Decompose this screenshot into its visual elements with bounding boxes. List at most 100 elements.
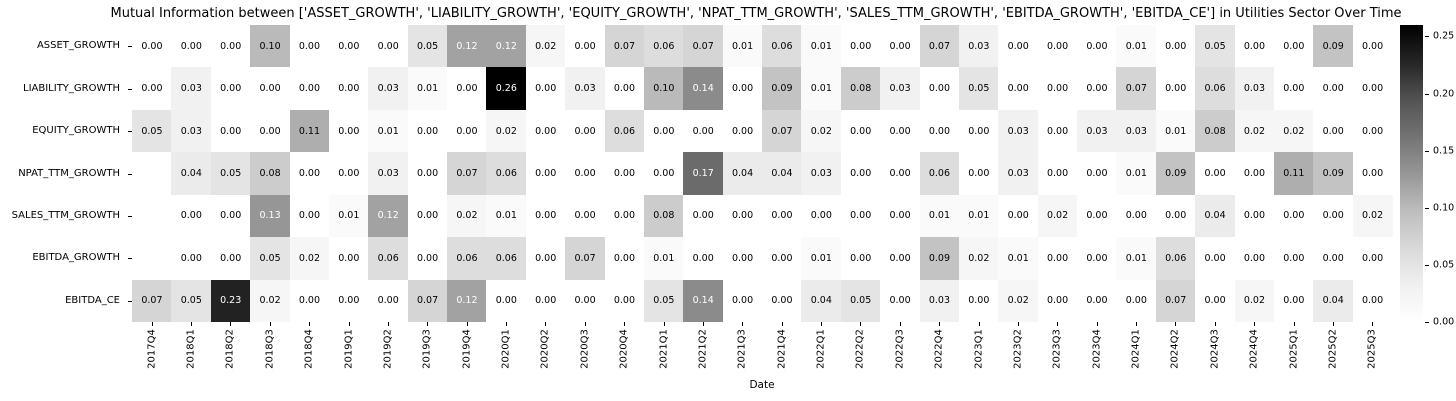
heatmap-cell: 0.00: [1313, 194, 1354, 238]
x-tick-mark: [978, 322, 980, 326]
x-tick-label: 2019Q3: [421, 329, 433, 369]
heatmap-cell: 0.00: [171, 194, 212, 238]
heatmap-cell: 0.01: [722, 25, 763, 68]
x-tick-label: 2023Q1: [973, 329, 985, 369]
heatmap-cell: 0.00: [840, 25, 881, 68]
heatmap-cell: 0.00: [880, 279, 920, 323]
heatmap-cell: 0.11: [1273, 152, 1314, 196]
y-tick-mark: [128, 258, 132, 260]
x-tick-mark: [151, 322, 153, 326]
heatmap-cell: 0.00: [289, 152, 330, 196]
heatmap-cell: 0.10: [643, 67, 684, 111]
heatmap-cell: 0.09: [919, 237, 960, 281]
x-tick-mark: [191, 322, 193, 326]
x-tick-mark: [702, 322, 704, 326]
heatmap-cell: 0.05: [958, 67, 999, 111]
colorbar-tick-label: 0.25: [1433, 30, 1455, 42]
heatmap-cell: 0.00: [762, 194, 802, 238]
heatmap-cell: 0.00: [998, 67, 1039, 111]
x-tick-label: 2018Q4: [303, 329, 315, 369]
y-tick-label: EBITDA_GROWTH: [32, 252, 120, 264]
heatmap-cell: 0.00: [722, 109, 763, 153]
heatmap-cell: 0.03: [998, 152, 1039, 196]
x-tick-label: 2019Q1: [343, 329, 355, 369]
heatmap-cell: 0.03: [565, 67, 605, 111]
heatmap-cell: 0.00: [328, 279, 369, 323]
heatmap-cell: 0.00: [1313, 237, 1354, 281]
x-tick-label: 2020Q4: [618, 329, 630, 369]
heatmap-cell: 0.00: [840, 237, 881, 281]
heatmap-cell: 0.00: [1037, 279, 1078, 323]
heatmap-cell: 0.00: [1077, 279, 1117, 323]
heatmap-cell: 0.00: [1313, 109, 1354, 153]
heatmap-cell: 0.02: [958, 237, 999, 281]
x-tick-mark: [742, 322, 744, 326]
heatmap-cell: 0.00: [1077, 67, 1117, 111]
x-tick-mark: [230, 322, 232, 326]
heatmap-cell: 0.00: [1352, 109, 1393, 153]
heatmap-cell: 0.02: [1273, 109, 1314, 153]
heatmap-cell: 0.00: [840, 109, 881, 153]
heatmap-cell: 0.00: [250, 67, 290, 111]
y-tick-mark: [128, 215, 132, 217]
y-tick-label: ASSET_GROWTH: [36, 40, 120, 52]
heatmap-cell: 0.00: [722, 194, 763, 238]
x-tick-mark: [939, 322, 941, 326]
x-tick-label: 2024Q3: [1209, 329, 1221, 369]
heatmap-cell: 0.02: [447, 194, 487, 238]
heatmap-cell: 0.00: [1234, 237, 1275, 281]
heatmap-cell: 0.08: [250, 152, 290, 196]
heatmap-cell: 0.03: [880, 67, 920, 111]
colorbar-tick-label: 0.00: [1433, 316, 1455, 328]
heatmap-cell: 0.06: [643, 25, 684, 68]
heatmap-cell: 0.00: [132, 25, 172, 68]
heatmap-cell: 0.00: [1155, 67, 1196, 111]
heatmap-cell: 0.03: [368, 152, 409, 196]
x-tick-mark: [860, 322, 862, 326]
heatmap-cell: 0.06: [486, 152, 527, 196]
heatmap-cell: 0.00: [958, 109, 999, 153]
x-tick-label: 2019Q4: [461, 329, 473, 369]
x-tick-label: 2021Q3: [736, 329, 748, 369]
heatmap-cell: 0.00: [998, 25, 1039, 68]
heatmap-cell: 0.00: [1352, 279, 1393, 323]
x-tick-mark: [899, 322, 901, 326]
heatmap-cell: 0.00: [486, 279, 527, 323]
x-tick-label: 2025Q1: [1288, 329, 1300, 369]
heatmap-cell: 0.00: [565, 279, 605, 323]
heatmap-cell: 0.00: [1077, 25, 1117, 68]
x-tick-label: 2018Q1: [185, 329, 197, 369]
heatmap-cell: 0.05: [1195, 25, 1235, 68]
heatmap-cell: 0.00: [171, 237, 212, 281]
heatmap-cell: 0.00: [604, 237, 645, 281]
heatmap-cell: 0.00: [368, 25, 409, 68]
heatmap-cell: 0.00: [1273, 67, 1314, 111]
y-tick-mark: [128, 46, 132, 48]
heatmap-cell: 0.00: [880, 25, 920, 68]
heatmap-cell: 0.00: [328, 237, 369, 281]
colorbar-tick-label: 0.10: [1433, 202, 1455, 214]
heatmap-cell: 0.02: [289, 237, 330, 281]
heatmap-cell: 0.02: [801, 109, 842, 153]
heatmap-cell: 0.00: [525, 237, 566, 281]
heatmap-cell: 0.00: [289, 279, 330, 323]
heatmap-cell: 0.05: [210, 152, 251, 196]
heatmap-cell: [132, 194, 172, 238]
heatmap-cell: 0.00: [565, 109, 605, 153]
colorbar-tick-mark: [1425, 322, 1429, 323]
heatmap-cell: 0.00: [565, 25, 605, 68]
heatmap-cell: 0.04: [1313, 279, 1354, 323]
heatmap-cell: 0.11: [289, 109, 330, 153]
heatmap-cell: [132, 237, 172, 281]
x-tick-label: 2019Q2: [382, 329, 394, 369]
heatmap-cell: 0.07: [762, 109, 802, 153]
heatmap-cell: 0.00: [1273, 25, 1314, 68]
heatmap-cell: 0.00: [368, 279, 409, 323]
heatmap-cell: 0.00: [1116, 279, 1157, 323]
x-tick-mark: [1057, 322, 1059, 326]
heatmap-cell: 0.08: [643, 194, 684, 238]
y-tick-label: EQUITY_GROWTH: [32, 125, 120, 137]
x-tick-label: 2023Q2: [1012, 329, 1024, 369]
heatmap-cell: 0.07: [132, 279, 172, 323]
heatmap-cell: 0.12: [486, 25, 527, 68]
